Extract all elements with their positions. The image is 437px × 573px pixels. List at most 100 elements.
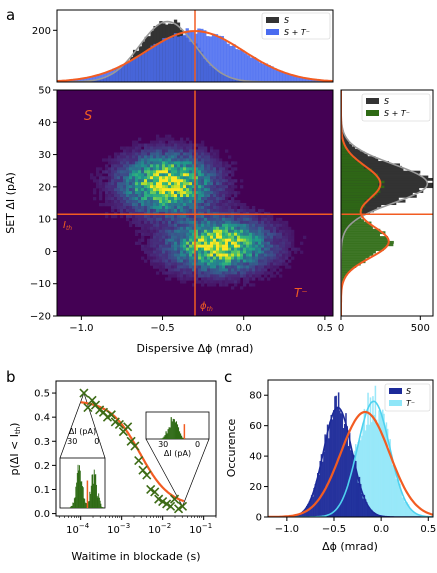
b-inset-tick-label: 0 xyxy=(94,437,99,446)
heatmap-cell xyxy=(186,149,189,152)
heatmap-cell xyxy=(186,260,189,263)
heatmap-cell xyxy=(258,224,261,227)
heatmap-cell xyxy=(243,283,246,286)
heatmap-cell xyxy=(255,221,258,224)
heatmap-cell xyxy=(201,233,204,236)
heatmap-cell xyxy=(132,218,135,221)
heatmap-cell xyxy=(189,176,192,179)
heatmap-cell xyxy=(138,200,141,203)
heatmap-cell xyxy=(288,239,291,242)
heatmap-cell xyxy=(219,218,222,221)
heatmap-cell xyxy=(105,170,108,173)
heatmap-cell xyxy=(135,167,138,170)
heatmap-cell xyxy=(288,265,291,268)
panel-letter-a: a xyxy=(6,6,15,24)
heatmap-cell xyxy=(225,173,228,176)
heatmap-cell xyxy=(252,218,255,221)
heatmap-cell xyxy=(162,176,165,179)
heatmap-cell xyxy=(201,230,204,233)
heatmap-cell xyxy=(147,188,150,191)
heatmap-cell xyxy=(198,173,201,176)
heatmap-cell xyxy=(180,158,183,161)
heatmap-cell xyxy=(168,152,171,155)
b-inset-bar xyxy=(69,507,70,508)
heatmap-cell xyxy=(207,167,210,170)
heatmap-cell xyxy=(165,248,168,251)
b-data-point xyxy=(88,396,96,404)
heatmap-cell xyxy=(249,248,252,251)
heatmap-cell xyxy=(234,245,237,248)
heatmap-cell xyxy=(210,254,213,257)
heatmap-cell xyxy=(117,185,120,188)
heatmap-cell xyxy=(159,233,162,236)
heatmap-cell xyxy=(219,188,222,191)
heatmap-cell xyxy=(186,245,189,248)
heatmap-cell xyxy=(231,286,234,289)
heatmap-cell xyxy=(222,251,225,254)
heatmap-cell xyxy=(222,188,225,191)
heatmap-cell xyxy=(138,203,141,206)
heatmap-cell xyxy=(201,179,204,182)
heatmap-cell xyxy=(198,239,201,242)
heatmap-cell xyxy=(141,257,144,260)
right-bar-st xyxy=(341,193,378,196)
top-bar-st xyxy=(156,43,159,82)
right-legend-swatch-st xyxy=(366,110,379,116)
heatmap-cell xyxy=(180,245,183,248)
heatmap-cell xyxy=(129,147,132,150)
heatmap-cell xyxy=(210,260,213,263)
heatmap-cell xyxy=(204,224,207,227)
heatmap-cell xyxy=(138,161,141,164)
heatmap-cell xyxy=(186,158,189,161)
heatmap-cell xyxy=(129,221,132,224)
heatmap-cell xyxy=(126,203,129,206)
heatmap-cell xyxy=(156,251,159,254)
top-legend-label-s: S xyxy=(284,16,289,25)
heatmap-cell xyxy=(228,274,231,277)
heatmap-cell xyxy=(135,149,138,152)
heatmap-cell xyxy=(225,164,228,167)
heatmap-cell xyxy=(231,280,234,283)
heatmap-cell xyxy=(252,274,255,277)
heatmap-cell xyxy=(189,194,192,197)
heatmap-cell xyxy=(201,149,204,152)
heatmap-cell xyxy=(207,230,210,233)
heatmap-cell xyxy=(210,277,213,280)
heatmap-cell xyxy=(147,215,150,218)
heatmap-cell xyxy=(150,248,153,251)
heatmap-cell xyxy=(153,155,156,158)
heatmap-cell xyxy=(216,170,219,173)
heatmap-cell xyxy=(177,230,180,233)
heatmap-cell xyxy=(222,191,225,194)
heatmap-cell xyxy=(114,200,117,203)
heatmap-cell xyxy=(135,158,138,161)
heatmap-cell xyxy=(183,206,186,209)
heatmap-cell xyxy=(162,260,165,263)
heatmap-cell xyxy=(186,144,189,147)
heatmap-cell xyxy=(174,260,177,263)
heatmap-cell xyxy=(156,197,159,200)
heatmap-cell xyxy=(225,215,228,218)
heatmap-cell xyxy=(288,230,291,233)
heatmap-cell xyxy=(228,209,231,212)
heatmap-cell xyxy=(120,161,123,164)
heatmap-cell xyxy=(246,245,249,248)
heatmap-cell xyxy=(213,233,216,236)
heatmap-cell xyxy=(174,144,177,147)
top-bar-st xyxy=(165,38,168,82)
heatmap-cell xyxy=(264,265,267,268)
heatmap-cell xyxy=(207,188,210,191)
heatmap-cell xyxy=(147,197,150,200)
heatmap-cell xyxy=(171,274,174,277)
top-bar-st xyxy=(174,33,177,82)
heatmap-cell xyxy=(177,277,180,280)
heatmap-cell xyxy=(210,158,213,161)
heatmap-cell xyxy=(174,274,177,277)
heatmap-cell xyxy=(228,262,231,265)
heatmap-cell xyxy=(207,239,210,242)
heatmap-cell xyxy=(282,248,285,251)
heatmap-cell xyxy=(180,277,183,280)
heatmap-cell xyxy=(255,260,258,263)
heatmap-cell xyxy=(171,215,174,218)
heatmap-cell xyxy=(114,161,117,164)
